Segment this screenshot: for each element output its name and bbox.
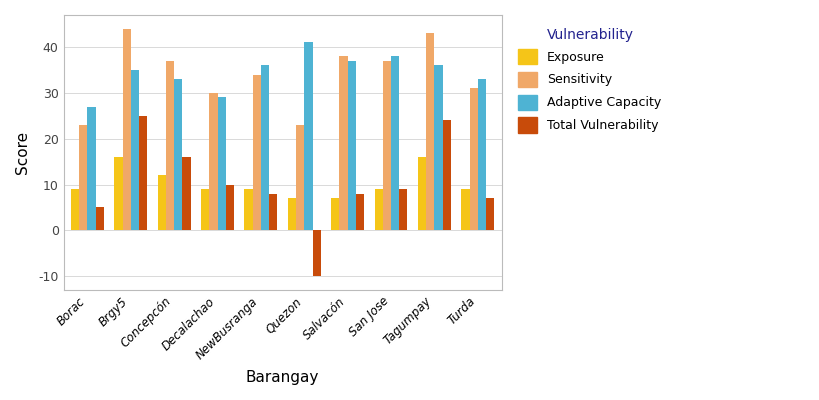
X-axis label: Barangay: Barangay	[246, 370, 319, 385]
Bar	[225, 184, 233, 230]
Bar	[312, 230, 320, 276]
Bar	[114, 157, 122, 230]
Bar	[296, 125, 304, 230]
Bar	[252, 74, 260, 230]
Bar	[88, 107, 96, 230]
Bar	[347, 61, 355, 230]
Bar	[139, 116, 147, 230]
Bar	[434, 65, 442, 230]
Bar	[96, 208, 104, 230]
Bar	[477, 79, 486, 230]
Bar	[331, 198, 339, 230]
Bar	[260, 65, 269, 230]
Legend: Exposure, Sensitivity, Adaptive Capacity, Total Vulnerability: Exposure, Sensitivity, Adaptive Capacity…	[512, 21, 667, 139]
Bar	[391, 56, 399, 230]
Bar	[157, 175, 165, 230]
Bar	[382, 61, 391, 230]
Bar	[426, 33, 434, 230]
Bar	[165, 61, 174, 230]
Bar	[486, 198, 494, 230]
Bar	[182, 157, 190, 230]
Bar	[442, 120, 450, 230]
Y-axis label: Score: Score	[15, 131, 30, 174]
Bar	[355, 194, 364, 230]
Bar	[201, 189, 209, 230]
Bar	[418, 157, 426, 230]
Bar	[71, 189, 79, 230]
Bar	[209, 93, 217, 230]
Bar	[131, 70, 139, 230]
Bar	[244, 189, 252, 230]
Bar	[269, 194, 277, 230]
Bar	[339, 56, 347, 230]
Bar	[174, 79, 182, 230]
Bar	[287, 198, 296, 230]
Bar	[461, 189, 469, 230]
Bar	[399, 189, 407, 230]
Bar	[217, 98, 225, 230]
Bar	[304, 42, 312, 230]
Bar	[79, 125, 88, 230]
Bar	[122, 29, 131, 230]
Bar	[374, 189, 382, 230]
Bar	[469, 88, 477, 230]
